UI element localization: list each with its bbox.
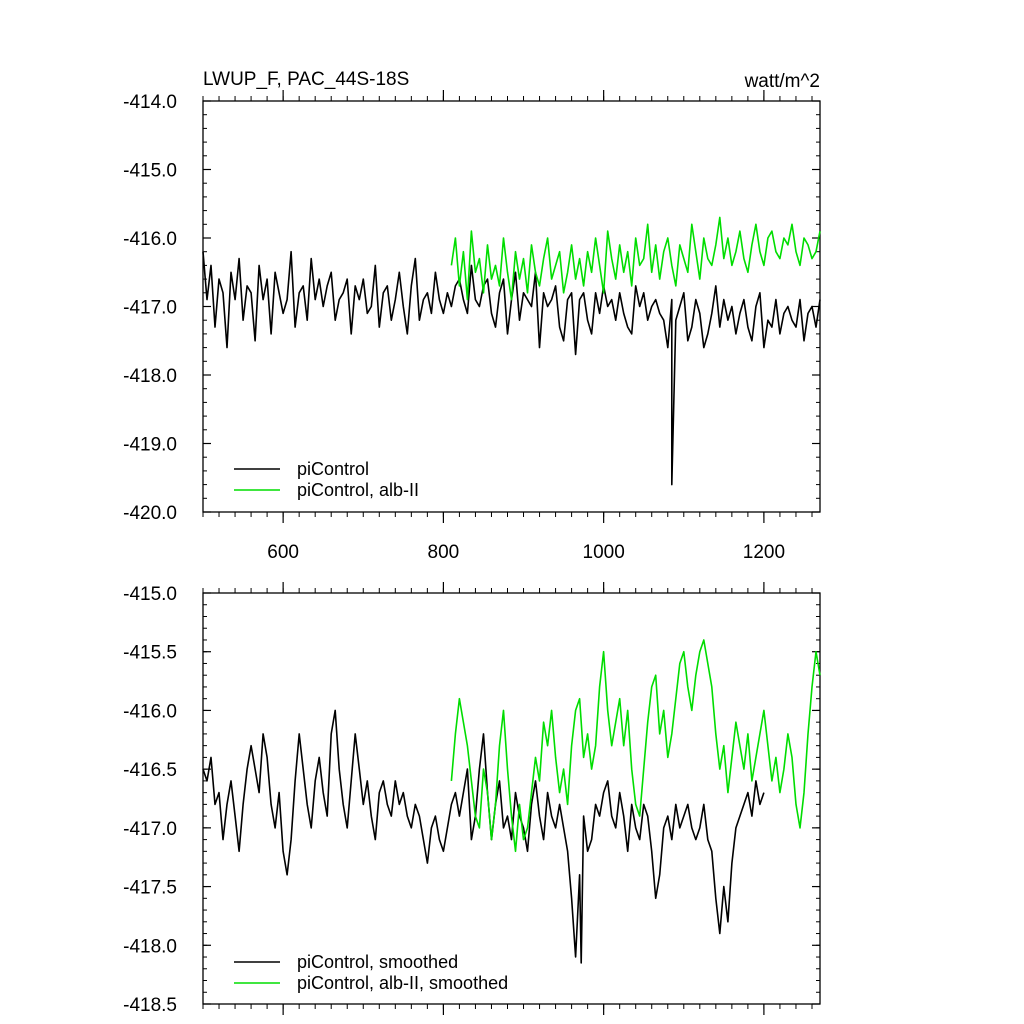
y-tick-label: -417.0 bbox=[123, 819, 177, 840]
y-tick-label: -417.5 bbox=[123, 878, 177, 899]
y-tick-label: -417.0 bbox=[123, 298, 177, 319]
chart-title: LWUP_F, PAC_44S-18S bbox=[203, 69, 409, 90]
series-line-picontrol-smoothed-bottom bbox=[202, 709, 765, 964]
bottom-panel: -415.0 -415.5 -416.0 -416.5 -417.0 -417.5 -418… bbox=[123, 582, 821, 1016]
top-axis-ticks: -414.0 -415.0 -416.0 -417.0 -418.0 -419.0 -420… bbox=[123, 90, 820, 563]
y-tick-label: -419.0 bbox=[123, 435, 177, 456]
y-tick-label: -418.0 bbox=[123, 936, 177, 957]
top-series-group bbox=[202, 216, 821, 486]
y-tick-label: -418.5 bbox=[123, 995, 177, 1016]
y-tick-label: -416.5 bbox=[123, 760, 177, 781]
y-tick-label: -420.0 bbox=[123, 503, 177, 524]
series-line-picontrol-top bbox=[202, 250, 821, 486]
y-tick-label: -415.0 bbox=[123, 584, 177, 605]
bottom-series-group bbox=[202, 639, 821, 964]
legend-label-alb-ii: piControl, alb-II bbox=[297, 480, 419, 500]
x-tick-label: 1000 bbox=[583, 542, 625, 563]
y-tick-label: -416.0 bbox=[123, 701, 177, 722]
top-panel: LWUP_F, PAC_44S-18S watt/m^2 -414.0 -415.… bbox=[123, 69, 821, 563]
series-line-picontrol-alb-ii-smoothed-bottom bbox=[450, 639, 821, 853]
units-label: watt/m^2 bbox=[744, 71, 820, 92]
legend-label-picontrol: piControl bbox=[297, 459, 369, 479]
x-tick-label: 1200 bbox=[743, 542, 785, 563]
y-tick-label: -415.5 bbox=[123, 643, 177, 664]
y-tick-label: -415.0 bbox=[123, 161, 177, 182]
top-legend: piControl piControl, alb-II bbox=[234, 459, 419, 500]
bottom-legend: piControl, smoothed piControl, alb-II, s… bbox=[234, 952, 508, 993]
series-line-picontrol-alb-ii-top bbox=[450, 216, 821, 301]
legend-label-alb-ii-smoothed: piControl, alb-II, smoothed bbox=[297, 973, 508, 993]
bottom-axis-ticks: -415.0 -415.5 -416.0 -416.5 -417.0 -417.5 -418… bbox=[123, 582, 820, 1016]
x-tick-label: 800 bbox=[428, 542, 460, 563]
y-tick-label: -416.0 bbox=[123, 229, 177, 250]
y-tick-label: -414.0 bbox=[123, 92, 177, 113]
bottom-plot-frame bbox=[202, 592, 821, 1005]
legend-label-picontrol-smoothed: piControl, smoothed bbox=[297, 952, 458, 972]
y-tick-label: -418.0 bbox=[123, 366, 177, 387]
x-tick-label: 600 bbox=[267, 542, 299, 563]
